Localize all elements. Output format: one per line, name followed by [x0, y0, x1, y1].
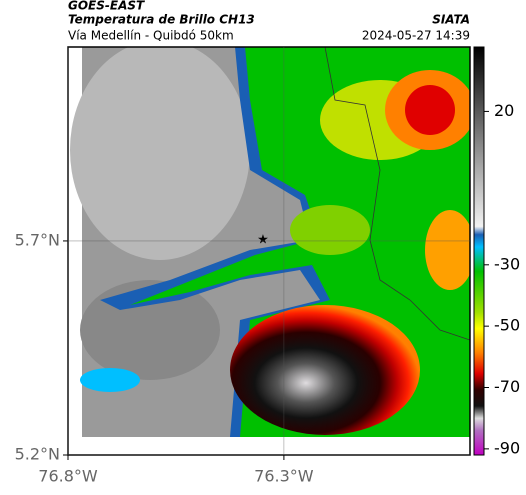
datetime: 2024-05-27 14:39 — [362, 29, 470, 43]
lat-tick-label: 5.7°N — [15, 230, 60, 249]
lon-tick-label: 76.3°W — [254, 467, 314, 486]
source: GOES-EAST — [68, 0, 145, 13]
colorbar — [473, 46, 485, 456]
subtitle: Vía Medellín - Quibdó 50km — [68, 29, 234, 43]
colorbar-tick-label: 20 — [494, 101, 514, 120]
colorbar-tick-label: -90 — [494, 438, 520, 457]
colorbar-tick-label: -30 — [494, 254, 520, 273]
colorbar-tick-label: -50 — [494, 316, 520, 335]
lon-tick-label: 76.8°W — [38, 467, 98, 486]
satellite-image — [68, 47, 470, 455]
city-marker: ★ — [257, 233, 269, 248]
agency: SIATA — [432, 13, 470, 27]
lat-tick-label: 5.2°N — [15, 445, 60, 464]
colorbar-tick-label: -70 — [494, 377, 520, 396]
title: Temperatura de Brillo CH13 — [68, 13, 255, 27]
